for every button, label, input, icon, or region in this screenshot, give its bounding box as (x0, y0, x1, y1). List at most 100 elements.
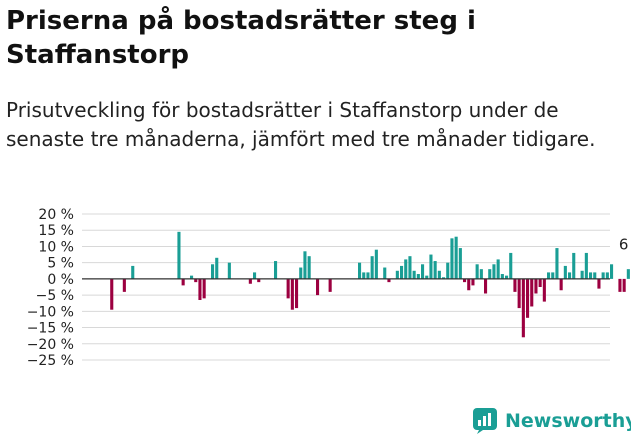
bar (584, 252, 588, 279)
bar (463, 278, 467, 283)
bar (395, 270, 399, 279)
annotations: 6 % (619, 235, 631, 253)
bar (601, 272, 605, 279)
bar (580, 270, 584, 279)
bar (416, 274, 420, 279)
bar (202, 278, 206, 299)
last-value-annotation: 6 % (619, 235, 631, 253)
bar (198, 278, 202, 300)
bar (211, 264, 215, 279)
bar (366, 272, 370, 279)
bar (425, 275, 429, 279)
bar (194, 278, 198, 283)
bar (442, 277, 446, 279)
bar (496, 259, 500, 279)
bar (400, 265, 404, 279)
newsworthy-brand: Newsworthy (473, 407, 631, 435)
bar (471, 278, 475, 286)
bar (358, 262, 362, 279)
bar (555, 248, 559, 279)
bar (286, 278, 290, 299)
bar (248, 278, 252, 284)
y-axis-labels: 20 %15 %10 %5 %0 %−5 %−10 %−15 %−20 %−25… (27, 207, 74, 369)
bar (467, 278, 471, 291)
bar (383, 267, 387, 279)
bar (131, 265, 135, 279)
y-tick-label: −20 % (27, 337, 74, 353)
bar (622, 278, 626, 292)
bar (530, 278, 534, 307)
bar (299, 267, 303, 279)
bar (253, 272, 257, 279)
bar (181, 278, 185, 286)
bar (458, 248, 462, 279)
bar (626, 269, 630, 279)
bar (215, 257, 219, 279)
bar (290, 278, 294, 310)
newsworthy-logo-icon (473, 408, 497, 434)
bar (177, 231, 181, 279)
bar (605, 272, 609, 279)
bar (257, 278, 261, 283)
bar (110, 278, 114, 310)
bar (274, 261, 278, 279)
y-tick-label: 15 % (38, 223, 74, 239)
y-tick-label: −15 % (27, 321, 74, 337)
bar (303, 251, 307, 279)
bar (517, 278, 521, 309)
bar (534, 278, 538, 294)
bar (538, 278, 542, 287)
bar (408, 256, 412, 279)
bar (551, 272, 555, 279)
bar (568, 272, 572, 279)
bar (542, 278, 546, 302)
bar (190, 275, 194, 279)
bar (387, 278, 391, 283)
bar (122, 278, 126, 292)
bar (589, 272, 593, 279)
bar (563, 265, 567, 279)
y-tick-label: −10 % (27, 304, 74, 320)
bar (559, 278, 563, 291)
bar (500, 274, 504, 279)
bar (437, 270, 441, 279)
bar (484, 278, 488, 294)
bar (513, 278, 517, 292)
bar (307, 256, 311, 279)
bar (370, 256, 374, 279)
bar (572, 252, 576, 279)
bar (526, 278, 530, 318)
bar (450, 238, 454, 279)
bar (521, 278, 525, 338)
bar (421, 264, 425, 279)
y-tick-label: 20 % (38, 207, 74, 223)
bar (433, 261, 437, 279)
bar (328, 278, 332, 292)
bar (454, 236, 458, 279)
bar (593, 272, 597, 279)
y-tick-label: 10 % (38, 239, 74, 255)
bar (316, 278, 320, 296)
bar (479, 269, 483, 279)
bar (295, 278, 299, 309)
bar (505, 275, 509, 279)
bar (597, 278, 601, 289)
bar (618, 278, 622, 292)
bar (412, 270, 416, 279)
bar (475, 264, 479, 279)
bar-chart: 20 %15 %10 %5 %0 %−5 %−10 %−15 %−20 %−25… (27, 207, 631, 369)
bar (488, 269, 492, 279)
y-tick-label: 5 % (47, 256, 74, 272)
bar (362, 272, 366, 279)
chart-title: Priserna på bostadsrätter steg i Staffan… (6, 6, 476, 70)
bar (610, 264, 614, 279)
chart-subtitle: Prisutveckling för bostadsrätter i Staff… (6, 98, 596, 151)
bar (446, 262, 450, 279)
bar (429, 254, 433, 279)
bar (374, 249, 378, 279)
bar (547, 272, 551, 279)
bar (227, 262, 231, 279)
bar (509, 252, 513, 279)
y-tick-label: −25 % (27, 353, 74, 369)
bars (110, 231, 630, 338)
